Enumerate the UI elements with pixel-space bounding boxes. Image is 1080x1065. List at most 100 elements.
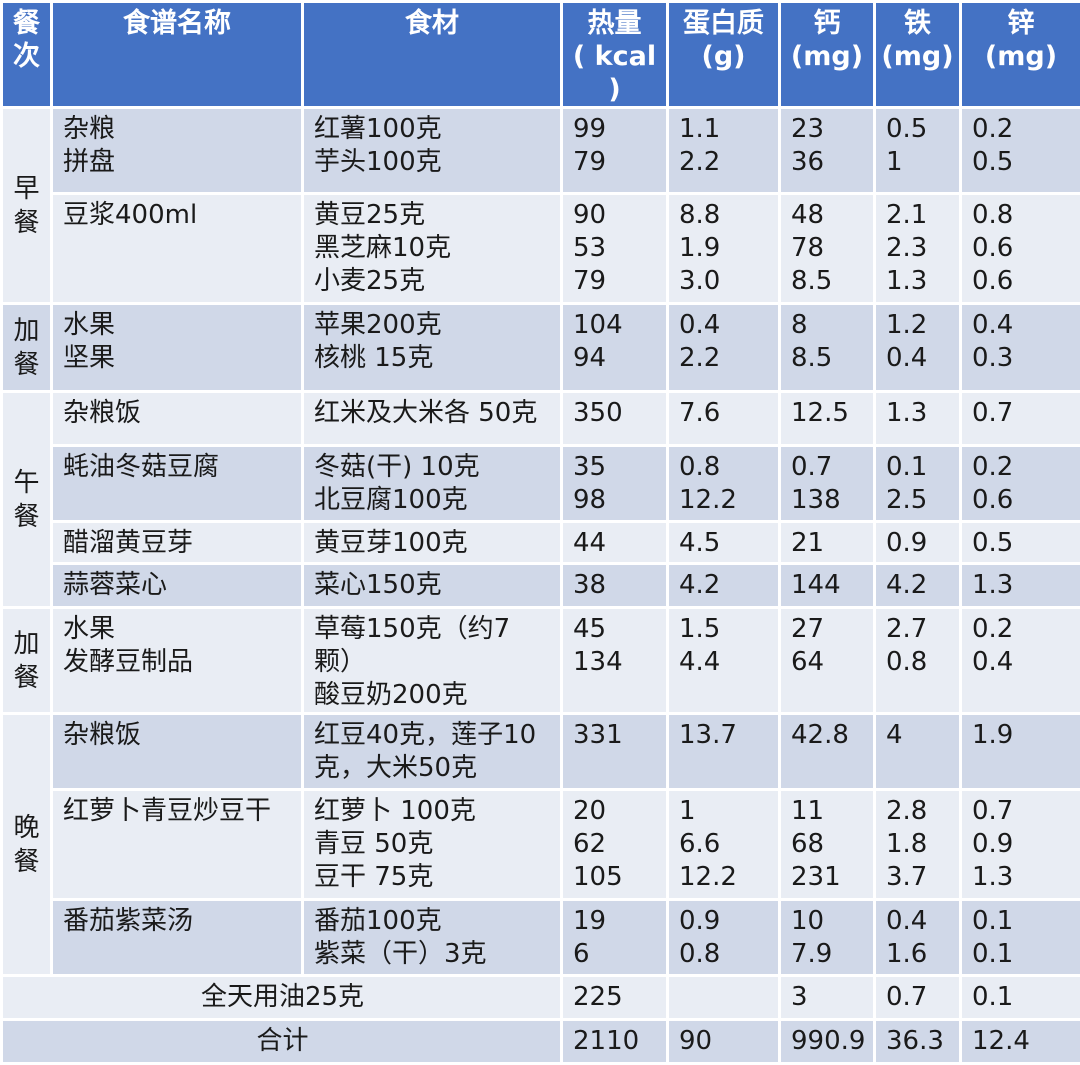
recipe-cell: 杂粮 拼盘: [52, 108, 303, 194]
recipe-cell: 杂粮饭: [52, 714, 303, 790]
calories-cell: 350: [562, 392, 668, 446]
header-row: 餐 次 食谱名称 食材 热量 ( kcal ) 蛋白质 (g) 钙 (mg) 铁…: [2, 2, 1080, 108]
iron-cell: 2.7 0.8: [875, 608, 961, 714]
recipe-cell: 豆浆400ml: [52, 194, 303, 304]
oil-label: 全天用油25克: [2, 976, 562, 1020]
table-row: 午 餐 杂粮饭 红米及大米各 50克 350 7.6 12.5 1.3 0.7: [2, 392, 1080, 446]
ingredients-cell: 冬菇(干) 10克 北豆腐100克: [303, 446, 562, 522]
protein-cell: 1.1 2.2: [668, 108, 780, 194]
zinc-cell: 1.9: [961, 714, 1080, 790]
table-row: 蚝油冬菇豆腐 冬菇(干) 10克 北豆腐100克 35 98 0.8 12.2 …: [2, 446, 1080, 522]
ingredients-cell: 红豆40克，莲子10 克，大米50克: [303, 714, 562, 790]
calories-cell: 44: [562, 522, 668, 564]
header-calories: 热量 ( kcal ): [562, 2, 668, 108]
iron-cell: 2.1 2.3 1.3: [875, 194, 961, 304]
iron-cell: 1.2 0.4: [875, 304, 961, 392]
protein-cell: 13.7: [668, 714, 780, 790]
iron-cell: 2.8 1.8 3.7: [875, 790, 961, 900]
calcium-cell: 0.7 138: [780, 446, 875, 522]
calcium-cell: 10 7.9: [780, 900, 875, 976]
ingredients-cell: 草莓150克（约7颗） 酸豆奶200克: [303, 608, 562, 714]
table-row: 加 餐 水果 坚果 苹果200克 核桃 15克 104 94 0.4 2.2 8…: [2, 304, 1080, 392]
iron-cell: 0.5 1: [875, 108, 961, 194]
zinc-cell: 0.2 0.5: [961, 108, 1080, 194]
calcium-cell: 27 64: [780, 608, 875, 714]
total-label: 合计: [2, 1020, 562, 1064]
header-recipe: 食谱名称: [52, 2, 303, 108]
iron-cell: 4.2: [875, 564, 961, 608]
protein-cell: 7.6: [668, 392, 780, 446]
recipe-cell: 红萝卜青豆炒豆干: [52, 790, 303, 900]
total-zinc: 12.4: [961, 1020, 1080, 1064]
calcium-cell: 8 8.5: [780, 304, 875, 392]
zinc-cell: 0.7 0.9 1.3: [961, 790, 1080, 900]
protein-cell: 0.8 12.2: [668, 446, 780, 522]
total-protein: 90: [668, 1020, 780, 1064]
oil-row: 全天用油25克 225 3 0.7 0.1: [2, 976, 1080, 1020]
calcium-cell: 48 78 8.5: [780, 194, 875, 304]
recipe-cell: 水果 发酵豆制品: [52, 608, 303, 714]
calories-cell: 19 6: [562, 900, 668, 976]
protein-cell: 0.9 0.8: [668, 900, 780, 976]
calcium-cell: 144: [780, 564, 875, 608]
recipe-cell: 蚝油冬菇豆腐: [52, 446, 303, 522]
zinc-cell: 0.5: [961, 522, 1080, 564]
calcium-cell: 12.5: [780, 392, 875, 446]
zinc-cell: 0.1 0.1: [961, 900, 1080, 976]
iron-cell: 4: [875, 714, 961, 790]
zinc-cell: 0.7: [961, 392, 1080, 446]
meal-breakfast: 早 餐: [2, 108, 52, 304]
recipe-cell: 蒜蓉菜心: [52, 564, 303, 608]
recipe-cell: 水果 坚果: [52, 304, 303, 392]
calories-cell: 90 53 79: [562, 194, 668, 304]
oil-iron: 0.7: [875, 976, 961, 1020]
header-iron: 铁 (mg): [875, 2, 961, 108]
ingredients-cell: 红薯100克 芋头100克: [303, 108, 562, 194]
oil-calcium: 3: [780, 976, 875, 1020]
calories-cell: 20 62 105: [562, 790, 668, 900]
zinc-cell: 0.2 0.6: [961, 446, 1080, 522]
zinc-cell: 0.4 0.3: [961, 304, 1080, 392]
header-ingredients: 食材: [303, 2, 562, 108]
oil-protein: [668, 976, 780, 1020]
table-row: 蒜蓉菜心 菜心150克 38 4.2 144 4.2 1.3: [2, 564, 1080, 608]
calcium-cell: 42.8: [780, 714, 875, 790]
meal-snack-afternoon: 加 餐: [2, 608, 52, 714]
zinc-cell: 0.8 0.6 0.6: [961, 194, 1080, 304]
calories-cell: 35 98: [562, 446, 668, 522]
header-calcium: 钙 (mg): [780, 2, 875, 108]
table-row: 加 餐 水果 发酵豆制品 草莓150克（约7颗） 酸豆奶200克 45 134 …: [2, 608, 1080, 714]
header-protein: 蛋白质 (g): [668, 2, 780, 108]
table-row: 晚 餐 杂粮饭 红豆40克，莲子10 克，大米50克 331 13.7 42.8…: [2, 714, 1080, 790]
iron-cell: 0.4 1.6: [875, 900, 961, 976]
table-row: 早 餐 杂粮 拼盘 红薯100克 芋头100克 99 79 1.1 2.2 23…: [2, 108, 1080, 194]
table-row: 醋溜黄豆芽 黄豆芽100克 44 4.5 21 0.9 0.5: [2, 522, 1080, 564]
calcium-cell: 23 36: [780, 108, 875, 194]
oil-zinc: 0.1: [961, 976, 1080, 1020]
total-iron: 36.3: [875, 1020, 961, 1064]
table-row: 番茄紫菜汤 番茄100克 紫菜（干）3克 19 6 0.9 0.8 10 7.9…: [2, 900, 1080, 976]
protein-cell: 1.5 4.4: [668, 608, 780, 714]
calories-cell: 331: [562, 714, 668, 790]
meal-lunch: 午 餐: [2, 392, 52, 608]
total-row: 合计 2110 90 990.9 36.3 12.4: [2, 1020, 1080, 1064]
table-row: 豆浆400ml 黄豆25克 黑芝麻10克 小麦25克 90 53 79 8.8 …: [2, 194, 1080, 304]
total-calories: 2110: [562, 1020, 668, 1064]
protein-cell: 4.2: [668, 564, 780, 608]
calcium-cell: 21: [780, 522, 875, 564]
protein-cell: 1 6.6 12.2: [668, 790, 780, 900]
protein-cell: 4.5: [668, 522, 780, 564]
header-meal: 餐 次: [2, 2, 52, 108]
meal-snack-morning: 加 餐: [2, 304, 52, 392]
calories-cell: 45 134: [562, 608, 668, 714]
oil-calories: 225: [562, 976, 668, 1020]
iron-cell: 0.9: [875, 522, 961, 564]
calories-cell: 38: [562, 564, 668, 608]
zinc-cell: 0.2 0.4: [961, 608, 1080, 714]
protein-cell: 0.4 2.2: [668, 304, 780, 392]
recipe-cell: 番茄紫菜汤: [52, 900, 303, 976]
ingredients-cell: 苹果200克 核桃 15克: [303, 304, 562, 392]
ingredients-cell: 黄豆25克 黑芝麻10克 小麦25克: [303, 194, 562, 304]
ingredients-cell: 红萝卜 100克 青豆 50克 豆干 75克: [303, 790, 562, 900]
